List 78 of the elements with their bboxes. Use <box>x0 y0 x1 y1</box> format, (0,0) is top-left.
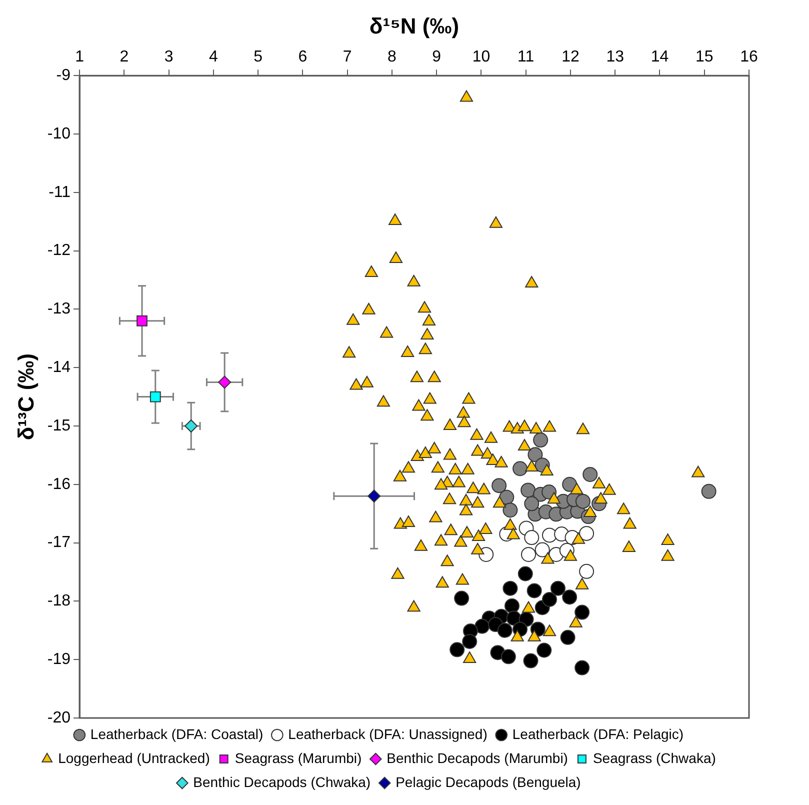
x-tick-label: 1 <box>75 48 84 66</box>
legend-label: Loggerhead (Untracked) <box>58 750 210 766</box>
x-tick-label: 16 <box>740 48 758 66</box>
point <box>582 466 598 482</box>
point <box>450 642 465 658</box>
x-tick-label: 11 <box>518 48 534 66</box>
y-tick-label: -18 <box>47 592 71 610</box>
point <box>492 478 507 494</box>
point <box>542 592 557 607</box>
point <box>534 542 550 558</box>
point <box>524 496 540 512</box>
point <box>524 530 540 546</box>
legend-label: Leatherback (DFA: Pelagic) <box>512 726 684 742</box>
point <box>562 590 578 605</box>
x-tick-label: 13 <box>606 48 624 66</box>
point <box>518 566 533 582</box>
point <box>502 502 518 518</box>
point <box>550 580 566 596</box>
point <box>542 528 557 543</box>
y-tick-label: -12 <box>47 242 71 260</box>
point <box>560 630 576 645</box>
point <box>533 432 548 448</box>
y-tick-label: -11 <box>48 184 71 201</box>
y-tick-label: -14 <box>47 359 71 376</box>
x-tick-label: 4 <box>208 48 218 66</box>
y-tick-label: -19 <box>47 651 71 668</box>
legend-label: Benthic Decapods (Marumbi) <box>386 750 568 766</box>
point <box>497 622 512 638</box>
x-tick-label: 6 <box>298 48 308 66</box>
x-tick-label: 7 <box>342 48 352 66</box>
point <box>136 315 148 326</box>
point <box>368 490 381 503</box>
x-tick-label: 2 <box>120 48 129 66</box>
point <box>502 580 518 596</box>
point <box>150 391 161 402</box>
point <box>500 649 516 664</box>
y-tick-label: -9 <box>56 67 71 84</box>
legend-label: Leatherback (DFA: Unassigned) <box>288 726 488 742</box>
point <box>523 653 538 668</box>
point <box>504 598 520 614</box>
point <box>701 484 716 499</box>
legend-label: Pelagic Decapods (Benguela) <box>396 774 581 790</box>
x-tick-label: 5 <box>254 48 263 66</box>
x-tick-label: 10 <box>472 48 490 66</box>
point <box>184 420 198 432</box>
point <box>462 634 478 649</box>
point <box>562 476 578 492</box>
point <box>574 604 590 620</box>
x-tick-label: 12 <box>562 48 580 66</box>
x-tick-label: 15 <box>695 48 714 66</box>
legend-label: Leatherback (DFA: Coastal) <box>90 726 264 742</box>
x-tick-label: 3 <box>164 48 174 66</box>
point <box>520 482 536 498</box>
x-tick-label: 8 <box>387 48 396 66</box>
y-tick-label: -20 <box>47 709 71 726</box>
legend-label: Seagrass (Marumbi) <box>234 750 362 766</box>
point <box>536 642 552 658</box>
point <box>512 461 528 476</box>
legend-label: Benthic Decapods (Chwaka) <box>193 774 371 790</box>
point <box>575 494 590 509</box>
y-axis-title: δ¹³C (‰) <box>13 353 38 440</box>
y-tick-label: -15 <box>47 417 71 434</box>
y-tick-label: -13 <box>47 300 71 318</box>
y-tick-label: -10 <box>47 125 71 142</box>
point <box>526 583 542 598</box>
y-tick-label: -16 <box>47 476 71 493</box>
point <box>218 376 232 389</box>
point <box>521 546 536 562</box>
x-tick-label: 9 <box>432 48 442 66</box>
x-tick-label: 14 <box>650 48 669 66</box>
y-tick-label: -17 <box>47 534 71 552</box>
point <box>454 590 470 606</box>
point <box>579 564 594 579</box>
point <box>574 660 590 676</box>
x-axis-title: δ¹⁵N (‰) <box>369 13 460 38</box>
legend-label: Seagrass (Chwaka) <box>592 750 716 766</box>
point <box>528 447 543 462</box>
point <box>579 526 594 541</box>
